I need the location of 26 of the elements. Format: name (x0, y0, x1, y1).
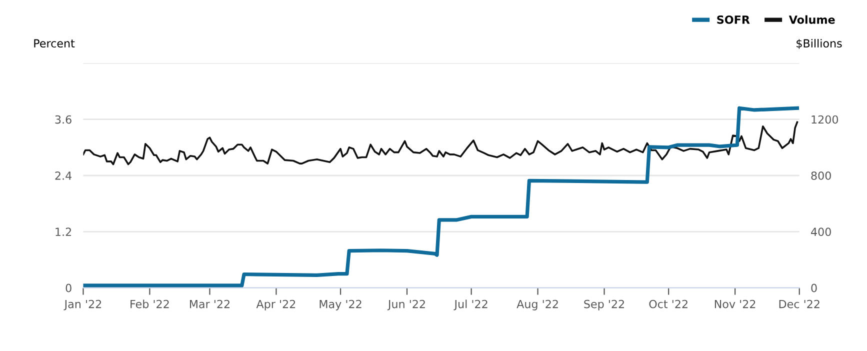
y2-tick-label: 400 (811, 228, 831, 236)
legend-label: Volume (788, 15, 835, 24)
x-tick-label: Jul '22 (454, 300, 488, 310)
legend-label: SOFR (717, 15, 750, 24)
x-tick-label: Jan '22 (64, 300, 102, 310)
x-tick-label: Mar '22 (190, 300, 230, 308)
x-tick-label: Oct '22 (649, 300, 688, 308)
y-tick-label: 3.6 (55, 115, 72, 124)
y-tick-label: 1.2 (56, 228, 72, 236)
x-tick-label: Nov '22 (714, 300, 756, 308)
x-tick-label: Dec '22 (779, 300, 820, 308)
x-tick-label: Sep '22 (584, 300, 624, 310)
y2-tick-label: 800 (811, 171, 831, 180)
y2-axis-title: $Billions (796, 38, 842, 50)
y2-tick-label: 1200 (812, 115, 838, 124)
line-series (83, 121, 798, 166)
y-tick-label: 0 (66, 284, 72, 292)
y2-tick-label: 0 (811, 284, 817, 292)
x-tick-label: Apr '22 (256, 300, 296, 310)
x-tick-label: Aug '22 (516, 300, 558, 310)
y-tick-label: 2.4 (55, 171, 72, 180)
x-tick-label: Jun '22 (387, 300, 425, 310)
line-series (83, 106, 800, 288)
x-tick-label: May '22 (320, 300, 362, 310)
y-axis-title: Percent (34, 39, 75, 48)
x-tick-label: Feb '22 (130, 300, 169, 308)
